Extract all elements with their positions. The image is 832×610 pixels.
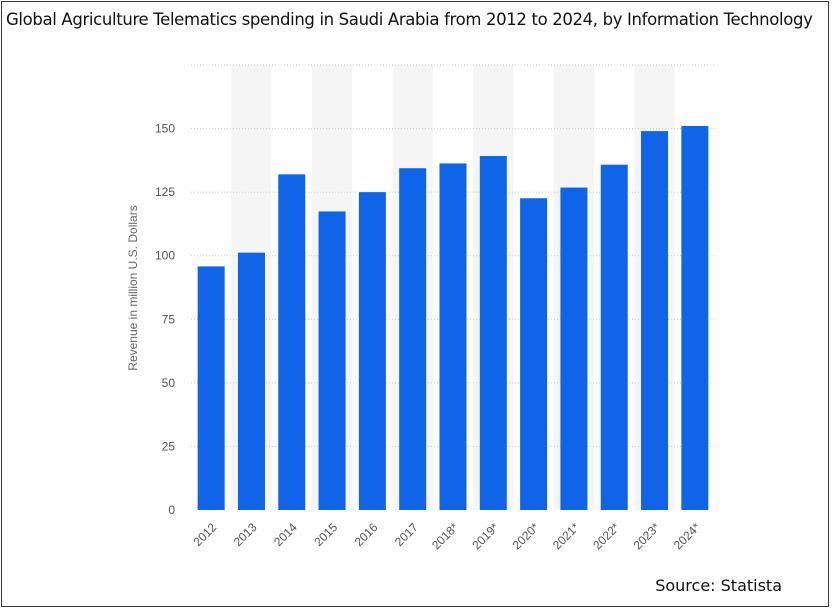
y-tick-label: 0 — [168, 503, 175, 517]
bar — [439, 163, 467, 510]
bar — [399, 168, 427, 511]
y-tick-label: 100 — [155, 249, 175, 263]
x-tick-label: 2018* — [429, 520, 461, 552]
y-tick-label: 75 — [162, 312, 176, 326]
x-tick-label: 2020* — [510, 520, 542, 552]
x-tick-label: 2021* — [550, 520, 582, 552]
source-label: Source: Statista — [655, 576, 782, 595]
x-tick-label: 2019* — [469, 520, 501, 552]
x-tick-label: 2023* — [631, 520, 663, 552]
y-tick-label: 125 — [155, 185, 175, 199]
y-tick-label: 150 — [155, 122, 175, 136]
bar — [560, 187, 588, 510]
bar — [358, 192, 386, 510]
bar — [479, 156, 507, 510]
y-axis-label: Revenue in million U.S. Dollars — [126, 205, 140, 370]
x-tick-label: 2022* — [590, 520, 622, 552]
x-tick-label: 2013 — [231, 520, 260, 549]
bar — [520, 198, 548, 510]
bar — [197, 266, 225, 510]
y-tick-label: 50 — [162, 376, 176, 390]
x-tick-label: 2012 — [190, 520, 219, 549]
y-tick-label: 25 — [162, 439, 176, 453]
bar — [318, 211, 346, 510]
bar — [681, 126, 709, 511]
bar — [278, 174, 306, 511]
chart-title: Global Agriculture Telematics spending i… — [6, 10, 813, 29]
bar — [641, 131, 669, 510]
x-tick-label: 2017 — [392, 520, 421, 549]
bar — [237, 252, 265, 511]
x-tick-label: 2024* — [671, 520, 703, 552]
x-tick-label: 2016 — [352, 520, 381, 549]
x-tick-label: 2015 — [311, 520, 340, 549]
bar — [600, 164, 628, 510]
x-tick-label: 2014 — [271, 520, 300, 549]
